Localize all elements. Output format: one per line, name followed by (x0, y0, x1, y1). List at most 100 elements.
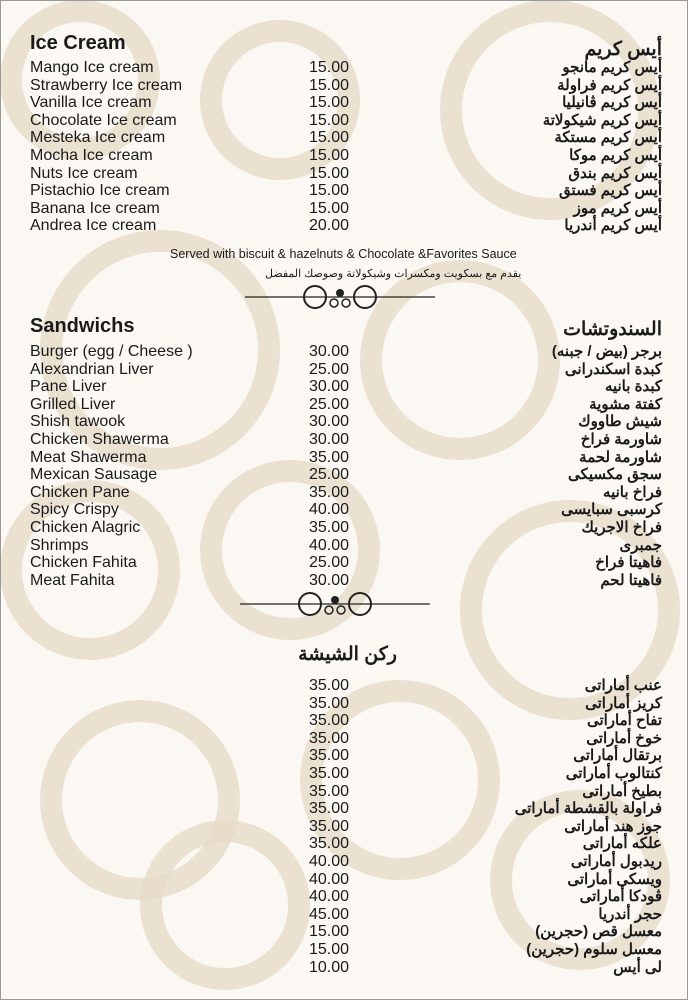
item-name-en: Burger (egg / Cheese ) (30, 343, 193, 360)
item-name-en: Andrea Ice cream (30, 217, 157, 235)
item-name-en: Meat Shawerma (30, 448, 147, 466)
item-name-en: Chicken Shawerma (30, 430, 169, 448)
item-price: 35.00 (309, 800, 350, 818)
item-name-en: Pistachio Ice cream (30, 182, 170, 200)
menu-item: Mexican Sausage 25.00 سجق مكسيكى (30, 466, 662, 484)
item-price: 15.00 (309, 940, 350, 958)
menu-item: 40.00 ويسكى أماراتى (30, 871, 662, 889)
menu-item: 35.00 علكه أماراتى (30, 835, 662, 853)
ice-cream-title-ar: أيس كريم (584, 39, 662, 60)
served-with-note: Served with biscuit & hazelnuts & Chocol… (170, 247, 517, 261)
menu-item: Burger (egg / Cheese ) 30.00 برجر (بيض / ج… (30, 343, 662, 361)
item-name-ar: كنتالوب أماراتى (565, 764, 662, 782)
item-name-en: Mesteka Ice cream (30, 129, 166, 147)
item-name-ar: شاورمة لحمة (579, 448, 662, 466)
item-price: 40.00 (309, 536, 350, 554)
item-price: 35.00 (309, 729, 350, 747)
menu-item: Pane Liver 30.00 كبدة بانيه (30, 378, 662, 396)
menu-item: Alexandrian Liver 25.00 كبدة اسكندرانى (30, 361, 662, 379)
item-price: 15.00 (309, 164, 350, 182)
item-price: 35.00 (309, 712, 350, 730)
menu-item: Mocha Ice cream 15.00 أيس كريم موكا (30, 147, 662, 165)
menu-item: Banana Ice cream 15.00 أيس كريم موز (30, 200, 662, 218)
item-price: 45.00 (309, 905, 350, 923)
item-price: 30.00 (309, 571, 350, 589)
served-with-note-ar: يقدم مع بسكويت ومكسرات وشيكولاتة وصوصك ا… (265, 268, 522, 280)
menu-item: Chicken Fahita 25.00 فاهيتا فراخ (30, 554, 662, 572)
item-name-en: Chicken Fahita (30, 554, 137, 572)
item-name-ar: حجر أندريا (598, 905, 662, 923)
item-name-en: Strawberry Ice cream (30, 76, 183, 94)
item-name-en: Shrimps (30, 536, 89, 554)
item-name-ar: ويسكى أماراتى (567, 870, 662, 888)
item-name-en: Chicken Pane (30, 483, 130, 501)
item-name-ar: فاهيتا لحم (600, 571, 662, 589)
item-name-ar: أيس كريم فستق (559, 182, 662, 200)
item-name-ar: أيس كريم شيكولاتة (542, 111, 662, 129)
item-price: 40.00 (309, 888, 350, 906)
item-name-ar: عنب أماراتى (584, 677, 662, 694)
item-price: 35.00 (309, 747, 350, 765)
menu-item: 35.00 كنتالوب أماراتى (30, 765, 662, 783)
item-price: 35.00 (309, 483, 350, 501)
menu-item: Chocolate Ice cream 15.00 أيس كريم شيكولات… (30, 112, 662, 130)
item-name-en: Shish tawook (30, 413, 126, 431)
item-name-ar: أيس كريم أندريا (564, 217, 662, 235)
item-price: 15.00 (309, 923, 350, 941)
item-name-ar: برجر (بيض / جبنه) (551, 343, 662, 360)
item-name-ar: أيس كريم مانجو (562, 59, 662, 76)
menu-item: 10.00 لى أيس (30, 959, 662, 977)
item-price: 35.00 (309, 694, 350, 712)
item-name-en: Vanilla Ice cream (30, 94, 152, 112)
item-name-ar: علكه أماراتى (582, 835, 662, 853)
item-name-ar: تفاح أماراتى (586, 712, 662, 730)
item-name-en: Mocha Ice cream (30, 146, 153, 164)
menu-item: 40.00 ريدبول أماراتى (30, 853, 662, 871)
menu-item: Mesteka Ice cream 15.00 أيس كريم مستكة (30, 129, 662, 147)
item-price: 35.00 (309, 677, 350, 694)
item-name-ar: كفتة مشوية (589, 395, 662, 413)
item-price: 40.00 (309, 870, 350, 888)
menu-item: Vanilla Ice cream 15.00 أيس كريم ڤانيليا (30, 94, 662, 112)
item-price: 20.00 (309, 217, 350, 235)
item-price: 30.00 (309, 430, 350, 448)
item-price: 15.00 (309, 111, 350, 129)
item-name-en: Banana Ice cream (30, 199, 160, 217)
item-price: 15.00 (309, 182, 350, 200)
item-price: 35.00 (309, 764, 350, 782)
item-price: 30.00 (309, 378, 350, 396)
item-price: 35.00 (309, 782, 350, 800)
item-price: 30.00 (309, 413, 350, 431)
menu-item: 35.00 بطيخ أماراتى (30, 783, 662, 801)
item-name-ar: جمبرى (619, 536, 663, 554)
menu-item: Meat Fahita 30.00 فاهيتا لحم (30, 572, 662, 590)
item-price: 40.00 (309, 501, 350, 519)
item-price: 35.00 (309, 518, 350, 536)
menu-item: 35.00 فراولة بالقشطة أماراتى (30, 800, 662, 818)
menu-item: Grilled Liver 25.00 كفتة مشوية (30, 396, 662, 414)
item-price: 35.00 (309, 817, 350, 835)
item-name-ar: شاورمة فراخ (580, 430, 662, 448)
ice-cream-title-en: Ice Cream (30, 32, 126, 54)
item-name-ar: أيس كريم بندق (568, 164, 662, 182)
item-name-ar: كرسبى سبايسى (561, 501, 662, 519)
item-name-ar: معسل سلوم (حجرين) (526, 940, 662, 958)
menu-item: Shish tawook 30.00 شيش طاووك (30, 413, 662, 431)
item-name-ar: أيس كريم مستكة (554, 129, 662, 147)
menu-item: 15.00 معسل سلوم (حجرين) (30, 941, 662, 959)
menu-item: 35.00 عنب أماراتى (30, 677, 662, 695)
item-name-en: Spicy Crispy (30, 501, 119, 519)
item-name-ar: فراخ بانيه (603, 483, 662, 501)
item-name-ar: كبدة بانيه (604, 378, 662, 396)
item-name-ar: فاهيتا فراخ (595, 554, 662, 572)
menu-item: 35.00 جوز هند أماراتى (30, 818, 662, 836)
item-name-ar: أيس كريم فراولة (557, 76, 662, 94)
menu-item: Meat Shawerma 35.00 شاورمة لحمة (30, 449, 662, 467)
item-name-en: Mango Ice cream (30, 59, 154, 76)
item-price: 40.00 (309, 852, 350, 870)
item-name-ar: كبدة اسكندرانى (564, 360, 662, 378)
menu-item: Chicken Alagric 35.00 فراخ الاجريك (30, 519, 662, 537)
menu-item: Strawberry Ice cream 15.00 أيس كريم فراولة (30, 77, 662, 95)
item-price: 10.00 (309, 958, 350, 976)
item-price: 35.00 (309, 835, 350, 853)
